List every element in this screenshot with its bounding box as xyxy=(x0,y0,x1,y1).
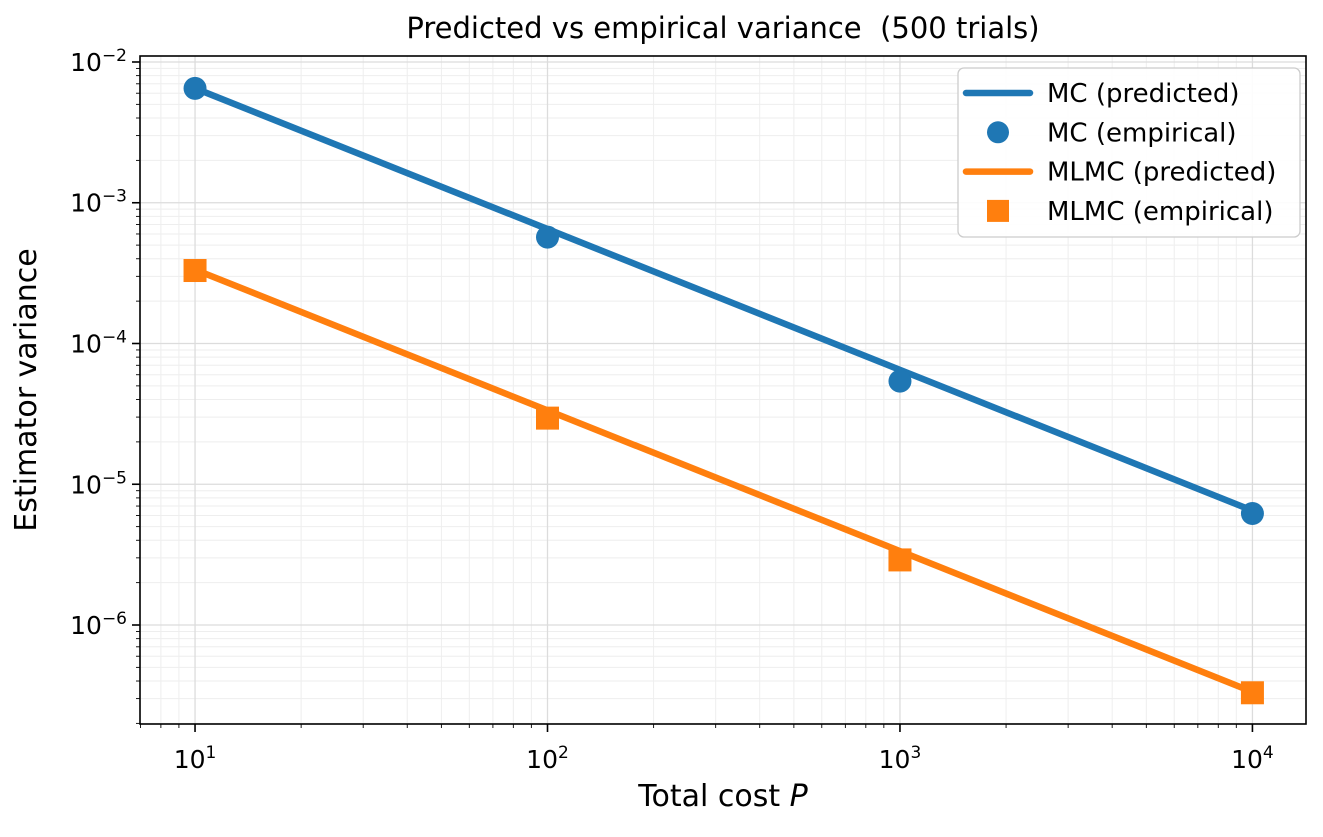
series-markers-mc-empirical xyxy=(183,76,1264,525)
x-tick-label: 103 xyxy=(879,743,922,774)
legend-label: MC (predicted) xyxy=(1047,79,1239,109)
series-line-mc-predicted xyxy=(191,85,1256,514)
legend-sample-circle xyxy=(987,121,1009,144)
data-point-square xyxy=(183,259,207,283)
series-markers-mlmc-empirical xyxy=(183,259,1264,705)
legend-box xyxy=(957,67,1301,238)
data-point-square xyxy=(888,548,912,572)
legend-label: MLMC (predicted) xyxy=(1047,158,1276,188)
data-point-circle xyxy=(888,369,912,393)
series-line-mlmc-predicted xyxy=(191,266,1256,696)
x-axis-label: Total cost P xyxy=(637,779,808,814)
y-axis-label: Estimator variance xyxy=(9,248,44,531)
legend-label: MC (empirical) xyxy=(1047,118,1237,148)
data-point-circle xyxy=(536,225,560,249)
data-point-circle xyxy=(1240,501,1264,525)
legend-sample-square xyxy=(987,199,1009,222)
chart-title: Predicted vs empirical variance (500 tri… xyxy=(406,11,1039,45)
data-point-circle xyxy=(183,76,207,100)
plot-border xyxy=(139,55,1307,725)
data-point-square xyxy=(536,406,560,430)
tick-marks xyxy=(132,61,1254,732)
data-point-square xyxy=(1240,681,1264,705)
grid-minor xyxy=(139,56,1306,724)
legend-label: MLMC (empirical) xyxy=(1047,197,1273,227)
